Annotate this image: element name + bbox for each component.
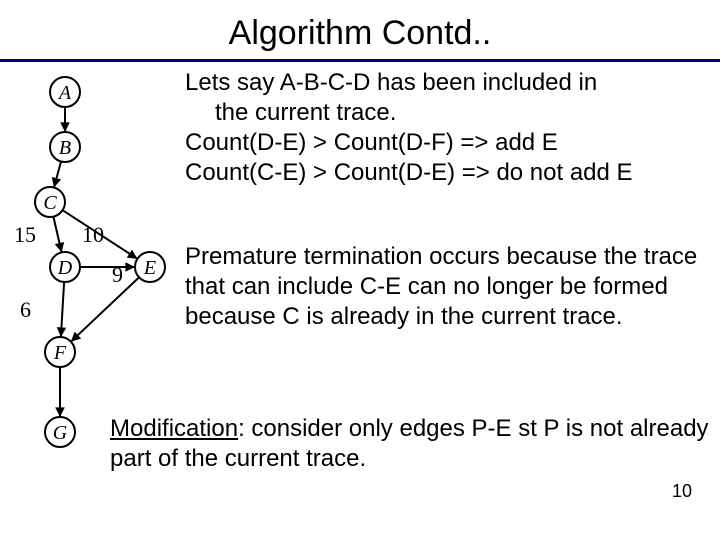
svg-text:F: F [53,342,67,364]
p1-line4: Count(C-E) > Count(D-E) => do not add E [185,159,633,186]
svg-text:C: C [43,192,57,214]
p1-line2: the current trace. [185,98,715,128]
svg-text:B: B [59,137,71,159]
slide: Algorithm Contd.. A B C D E F G 15 10 9 6 Lets sa… [0,0,720,540]
edge-weight: 6 [20,297,31,323]
svg-text:D: D [57,257,73,279]
slide-number: 10 [672,481,692,502]
edge-weight: 9 [112,262,123,288]
title-rule [0,59,720,62]
paragraph-1: Lets say A-B-C-D has been included in th… [185,68,715,188]
flow-graph: ABCDEFG 151096 [20,72,180,472]
page-title: Algorithm Contd.. [0,0,720,59]
svg-text:A: A [57,82,72,104]
paragraph-3: Modification: consider only edges P-E st… [110,414,710,474]
content-area: A B C D E F G 15 10 9 6 Lets say A-B-C-D has been… [10,66,710,516]
svg-text:G: G [53,422,68,444]
edge-weight: 10 [82,222,104,248]
paragraph-2: Premature termination occurs because the… [185,242,715,332]
svg-text:E: E [143,257,156,279]
p1-line1: Lets say A-B-C-D has been included in [185,69,597,96]
p3-underlined: Modification [110,415,238,442]
edge-weight: 15 [14,222,36,248]
graph-svg: A B C D E F G [20,72,180,472]
p1-line3: Count(D-E) > Count(D-F) => add E [185,129,558,156]
